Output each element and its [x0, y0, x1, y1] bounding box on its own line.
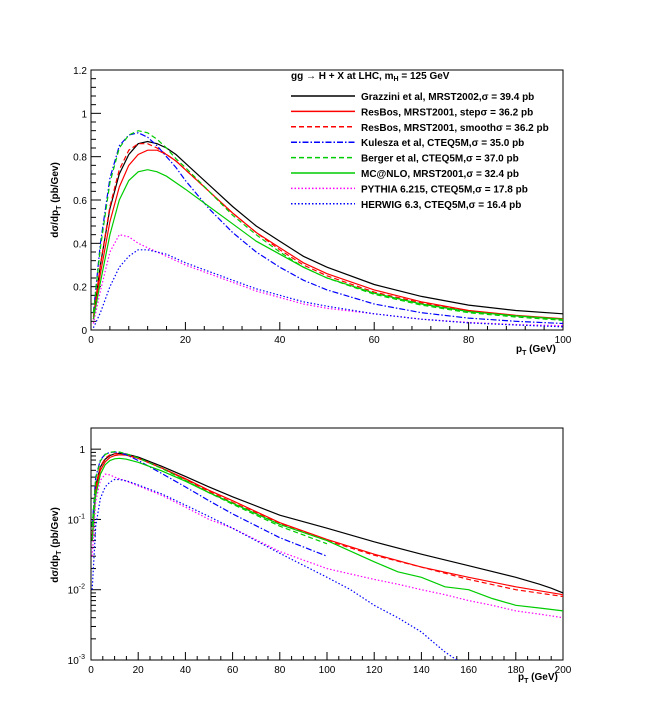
bottom-x-tick-label: 180	[507, 665, 524, 676]
legend: Grazzini et al, MRST2002,σ = 39.4 pb ResB…	[291, 92, 549, 211]
tick-exponent: -1	[79, 513, 85, 520]
bottom-y-tick-label: 10-3	[68, 654, 85, 667]
legend-entry-label: ResBos, MRST2001, stepσ = 36.2 pb	[361, 107, 533, 118]
tick-base: 10	[68, 656, 80, 667]
tick-base: 1	[79, 445, 85, 456]
top-x-tick-label: 20	[180, 335, 192, 346]
bottom-series-1	[91, 454, 563, 596]
bottom-series-4	[91, 451, 328, 545]
top-y-tick-label: 0.2	[73, 283, 87, 294]
bottom-series-5	[91, 457, 563, 612]
top-series-2	[92, 143, 563, 320]
legend-entry-label: Berger et al, CTEQ5M,σ = 37.0 pb	[361, 154, 519, 165]
top-series-0	[92, 140, 563, 320]
top-series-3	[92, 132, 563, 325]
top-series-lines	[92, 130, 563, 329]
top-y-tick-label: 0.8	[73, 153, 87, 164]
bottom-series-0	[91, 452, 563, 594]
top-series-5	[92, 169, 563, 320]
legend-entry-label: Grazzini et al, MRST2002,σ = 39.4 pb	[361, 92, 534, 103]
top-x-axis-label: pT (GeV)	[516, 344, 556, 357]
bottom-x-tick-label: 40	[180, 665, 192, 676]
bottom-x-tick-label: 0	[88, 665, 94, 676]
top-chart-title: gg → H + X at LHC, mH = 125 GeV	[291, 71, 450, 83]
top-series-7	[92, 249, 563, 329]
bottom-series-6	[91, 473, 563, 619]
legend-entry-label: ResBos, MRST2001, smoothσ = 36.2 pb	[361, 123, 549, 134]
top-y-tick-label: 0	[81, 326, 87, 337]
top-y-tick-label: 0.6	[73, 196, 87, 207]
top-x-tick-label: 100	[555, 335, 572, 346]
bottom-series-3	[91, 451, 328, 557]
top-y-axis-label: dσ/dpT (pb/Gev)	[50, 162, 63, 238]
bottom-series-2	[91, 453, 563, 598]
top-series-6	[92, 234, 563, 327]
top-x-tick-label: 40	[274, 335, 286, 346]
top-x-tick-label: 80	[463, 335, 475, 346]
bottom-panel: 0 20 40 60 80 100 120 140 160 180 200 10-310-210-1…	[50, 427, 572, 685]
tick-base: 10	[68, 515, 80, 526]
top-panel: 0 20 40 60 80 100 0 0.2 0.4 0.6 0.8 1 1.2 dσ/dpT (p…	[50, 66, 572, 357]
bottom-x-tick-label: 120	[366, 665, 383, 676]
bottom-x-tick-label: 80	[274, 665, 286, 676]
bottom-y-tick-label: 10-1	[68, 513, 85, 526]
top-y-tick-label: 0.4	[73, 239, 87, 250]
top-y-tick-label: 1.2	[73, 66, 87, 77]
top-series-1	[92, 149, 563, 320]
bottom-plot-frame	[90, 427, 564, 661]
bottom-x-tick-label: 140	[413, 665, 430, 676]
top-x-tick-label: 60	[369, 335, 381, 346]
bottom-y-axis-label: dσ/dpT (pb/Gev)	[50, 507, 63, 583]
bottom-series-lines	[91, 451, 563, 660]
bottom-x-tick-label: 200	[555, 665, 572, 676]
legend-entry-label: HERWIG 6.3, CTEQ5M,σ = 16.4 pb	[361, 200, 521, 211]
tick-exponent: -2	[79, 584, 85, 591]
bottom-x-tick-label: 20	[133, 665, 145, 676]
bottom-y-tick-label: 1	[79, 445, 85, 456]
legend-entry-label: MC@NLO, MRST2001,σ = 32.4 pb	[361, 169, 519, 180]
tick-base: 10	[68, 586, 80, 597]
bottom-x-tick-label: 60	[227, 665, 239, 676]
bottom-x-tick-label: 100	[319, 665, 336, 676]
top-x-tick-label: 0	[88, 335, 94, 346]
bottom-x-tick-label: 160	[460, 665, 477, 676]
top-x-ticks: 0 20 40 60 80 100	[88, 322, 572, 346]
bottom-series-7	[91, 478, 458, 660]
legend-entry-label: PYTHIA 6.215, CTEQ5M,σ = 17.8 pb	[361, 184, 528, 195]
bottom-x-ticks: 0 20 40 60 80 100 120 140 160 180 200	[88, 652, 572, 676]
top-y-ticks: 0 0.2 0.4 0.6 0.8 1 1.2	[73, 66, 101, 337]
top-y-tick-label: 1	[81, 109, 87, 120]
legend-entry-label: Kulesza et al, CTEQ5M,σ = 35.0 pb	[361, 138, 524, 149]
tick-exponent: -3	[79, 654, 85, 661]
bottom-y-tick-label: 10-2	[68, 584, 85, 597]
bottom-x-axis-label: pT (GeV)	[518, 672, 558, 685]
